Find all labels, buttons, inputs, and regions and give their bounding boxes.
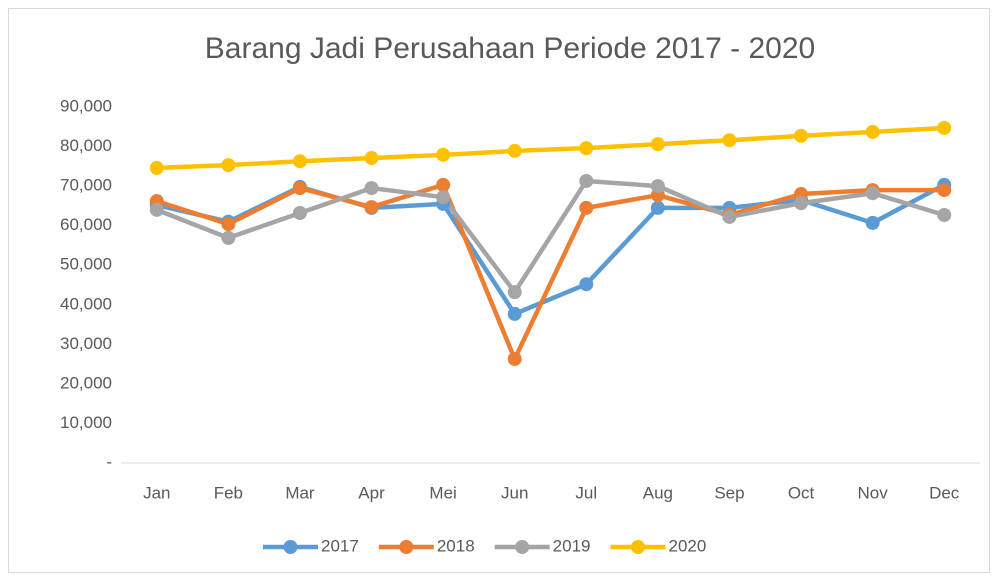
data-point [507,143,522,158]
data-point [149,160,164,175]
x-tick-label: Dec [929,483,960,502]
data-point [507,285,522,300]
data-point [579,277,594,292]
legend-label: 2017 [321,536,359,555]
data-point [221,217,236,232]
data-point [722,209,737,224]
series-line [155,178,945,295]
data-point [650,200,665,215]
data-point [292,154,307,169]
legend-marker [515,540,530,554]
data-point [364,181,379,196]
x-tick-label: Jul [575,483,597,502]
x-tick-label: Feb [214,483,243,502]
y-tick-label: 70,000 [60,176,112,195]
legend-label: 2018 [437,536,475,555]
data-point [579,200,594,215]
data-point [650,179,665,194]
data-point [937,207,952,222]
data-point [149,202,164,217]
y-tick-label: 30,000 [60,334,112,353]
legend-marker [399,540,414,554]
data-point [507,351,522,366]
x-tick-label: Nov [858,483,889,502]
data-point [937,120,952,135]
data-point [436,177,451,192]
x-tick-label: Mei [429,483,456,502]
data-point [722,133,737,148]
x-tick-label: Apr [358,483,385,502]
data-point [292,181,307,196]
data-point [436,147,451,162]
x-tick-label: Jan [143,483,170,502]
data-point [579,173,594,188]
x-tick-label: Aug [643,483,673,502]
y-tick-label: 40,000 [60,294,112,313]
y-tick-label: 90,000 [60,96,112,115]
data-point [436,190,451,205]
series-line [156,125,945,171]
x-tick-label: Jun [501,483,528,502]
data-point [865,124,880,139]
data-point [364,151,379,166]
y-tick-label: - [106,452,112,471]
y-tick-label: 80,000 [60,136,112,155]
data-point [865,186,880,201]
legend-marker [283,540,298,554]
data-point [221,158,236,173]
x-tick-label: Oct [788,483,815,502]
data-point [221,230,236,245]
data-point [364,200,379,215]
x-tick-label: Mar [285,483,315,502]
data-point [937,183,952,198]
data-point [650,137,665,152]
legend-label: 2020 [668,536,706,555]
legend-marker [630,540,645,554]
series-line [156,182,945,362]
x-tick-label: Sep [714,483,744,502]
y-tick-label: 20,000 [60,373,112,392]
legend-label: 2019 [553,536,591,555]
y-tick-label: 60,000 [60,215,112,234]
data-point [507,306,522,321]
data-point [579,141,594,156]
chart-title: Barang Jadi Perusahaan Periode 2017 - 20… [205,32,815,65]
y-tick-label: 50,000 [60,255,112,274]
y-tick-label: 10,000 [60,413,112,432]
data-point [794,196,809,211]
data-point [292,206,307,221]
data-point [794,128,809,143]
data-point [865,215,880,230]
